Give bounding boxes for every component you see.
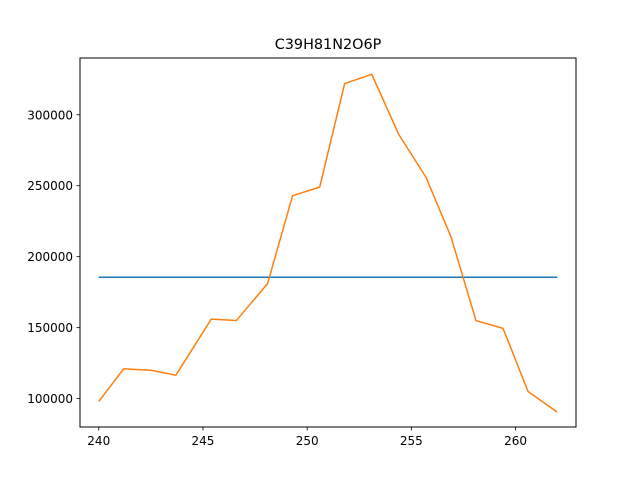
x-tick-label: 245 xyxy=(192,434,215,448)
chart-title: C39H81N2O6P xyxy=(275,37,382,53)
x-tick-label: 255 xyxy=(400,434,423,448)
y-tick-label: 150000 xyxy=(27,321,73,335)
series-line-2 xyxy=(98,73,558,413)
y-tick-label: 100000 xyxy=(27,392,73,406)
x-tick-label: 240 xyxy=(87,434,110,448)
y-tick-label: 200000 xyxy=(27,250,73,264)
x-tick-label: 250 xyxy=(296,434,319,448)
y-axis: 100000 150000 200000 250000 300000 xyxy=(27,108,80,406)
x-tick-label: 260 xyxy=(504,434,527,448)
plot-area xyxy=(98,73,558,413)
x-axis: 240 245 250 255 260 xyxy=(87,427,527,448)
y-tick-label: 250000 xyxy=(27,179,73,193)
axes-frame xyxy=(79,57,577,428)
y-tick-label: 300000 xyxy=(27,108,73,122)
